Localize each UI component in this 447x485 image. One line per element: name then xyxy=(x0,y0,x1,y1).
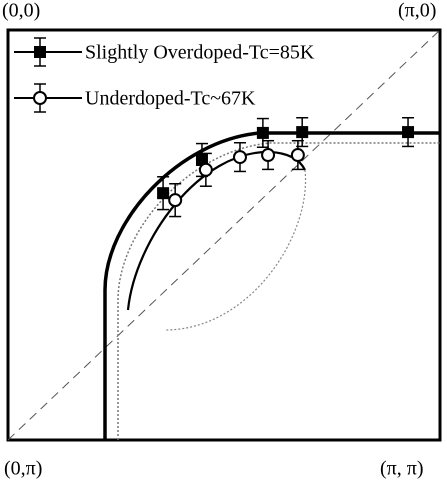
overdoped-contour xyxy=(103,131,440,440)
underdoped-contour xyxy=(126,150,306,311)
data-point xyxy=(402,126,415,139)
data-point xyxy=(256,126,269,139)
corner-label: (π, π) xyxy=(380,458,424,480)
data-point xyxy=(157,187,170,200)
diagonal xyxy=(7,29,441,441)
data-point xyxy=(261,148,276,163)
zone-frame xyxy=(6,28,442,442)
data-point xyxy=(198,162,213,177)
legend-marker xyxy=(34,46,46,58)
corner-label: (0,π) xyxy=(4,458,42,480)
legend-label: Slightly Overdoped-Tc=85K xyxy=(85,42,315,64)
legend-label: Underdoped-Tc~67K xyxy=(85,88,256,110)
dotted-pocket xyxy=(164,169,307,331)
corner-label: (0,0) xyxy=(2,0,40,22)
data-point xyxy=(232,150,247,165)
legend-marker xyxy=(33,91,47,105)
data-point xyxy=(168,193,183,208)
corner-label: (π,0) xyxy=(398,0,436,22)
data-point xyxy=(296,126,309,139)
data-point xyxy=(290,148,305,163)
